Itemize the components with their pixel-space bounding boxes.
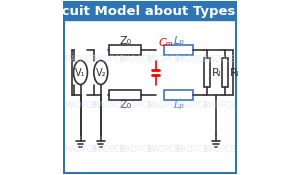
Bar: [164, 90, 194, 100]
Text: V₁: V₁: [75, 68, 86, 78]
Text: MADPCB: MADPCB: [92, 100, 125, 110]
Text: Z₀: Z₀: [119, 36, 131, 46]
Text: Classical Circuit Model about Types of Crosstalk: Classical Circuit Model about Types of C…: [0, 5, 300, 18]
Text: Cₘ: Cₘ: [158, 38, 173, 48]
Text: MADPCB: MADPCB: [64, 55, 97, 65]
Text: MADPCB: MADPCB: [92, 55, 125, 65]
Text: V₂: V₂: [95, 68, 106, 78]
FancyBboxPatch shape: [64, 2, 236, 20]
Text: MADPCB: MADPCB: [148, 145, 180, 155]
Text: MADPCB: MADPCB: [203, 145, 236, 155]
Text: MADPCB: MADPCB: [92, 145, 125, 155]
Text: MADPCB: MADPCB: [175, 100, 208, 110]
Text: Z₀: Z₀: [119, 100, 131, 110]
Text: MADPCB: MADPCB: [64, 100, 97, 110]
Text: MADPCB: MADPCB: [120, 100, 152, 110]
Bar: [164, 45, 194, 55]
Text: MADPCB: MADPCB: [175, 55, 208, 65]
Text: Rₗ: Rₗ: [230, 68, 239, 78]
Text: Lₚ: Lₚ: [173, 36, 184, 46]
Bar: [204, 58, 210, 87]
Bar: [222, 58, 228, 87]
Bar: [110, 45, 141, 55]
Text: MADPCB: MADPCB: [64, 145, 97, 155]
Text: MADPCB: MADPCB: [120, 145, 152, 155]
Bar: [110, 90, 141, 100]
Text: MADPCB: MADPCB: [148, 55, 180, 65]
Text: MADPCB: MADPCB: [175, 145, 208, 155]
Text: MADPCB: MADPCB: [203, 100, 236, 110]
Text: Lₚ: Lₚ: [173, 100, 184, 110]
Text: MADPCB: MADPCB: [120, 55, 152, 65]
Text: Rₗ: Rₗ: [212, 68, 221, 78]
Text: MADPCB: MADPCB: [148, 100, 180, 110]
Text: MADPCB: MADPCB: [203, 55, 236, 65]
